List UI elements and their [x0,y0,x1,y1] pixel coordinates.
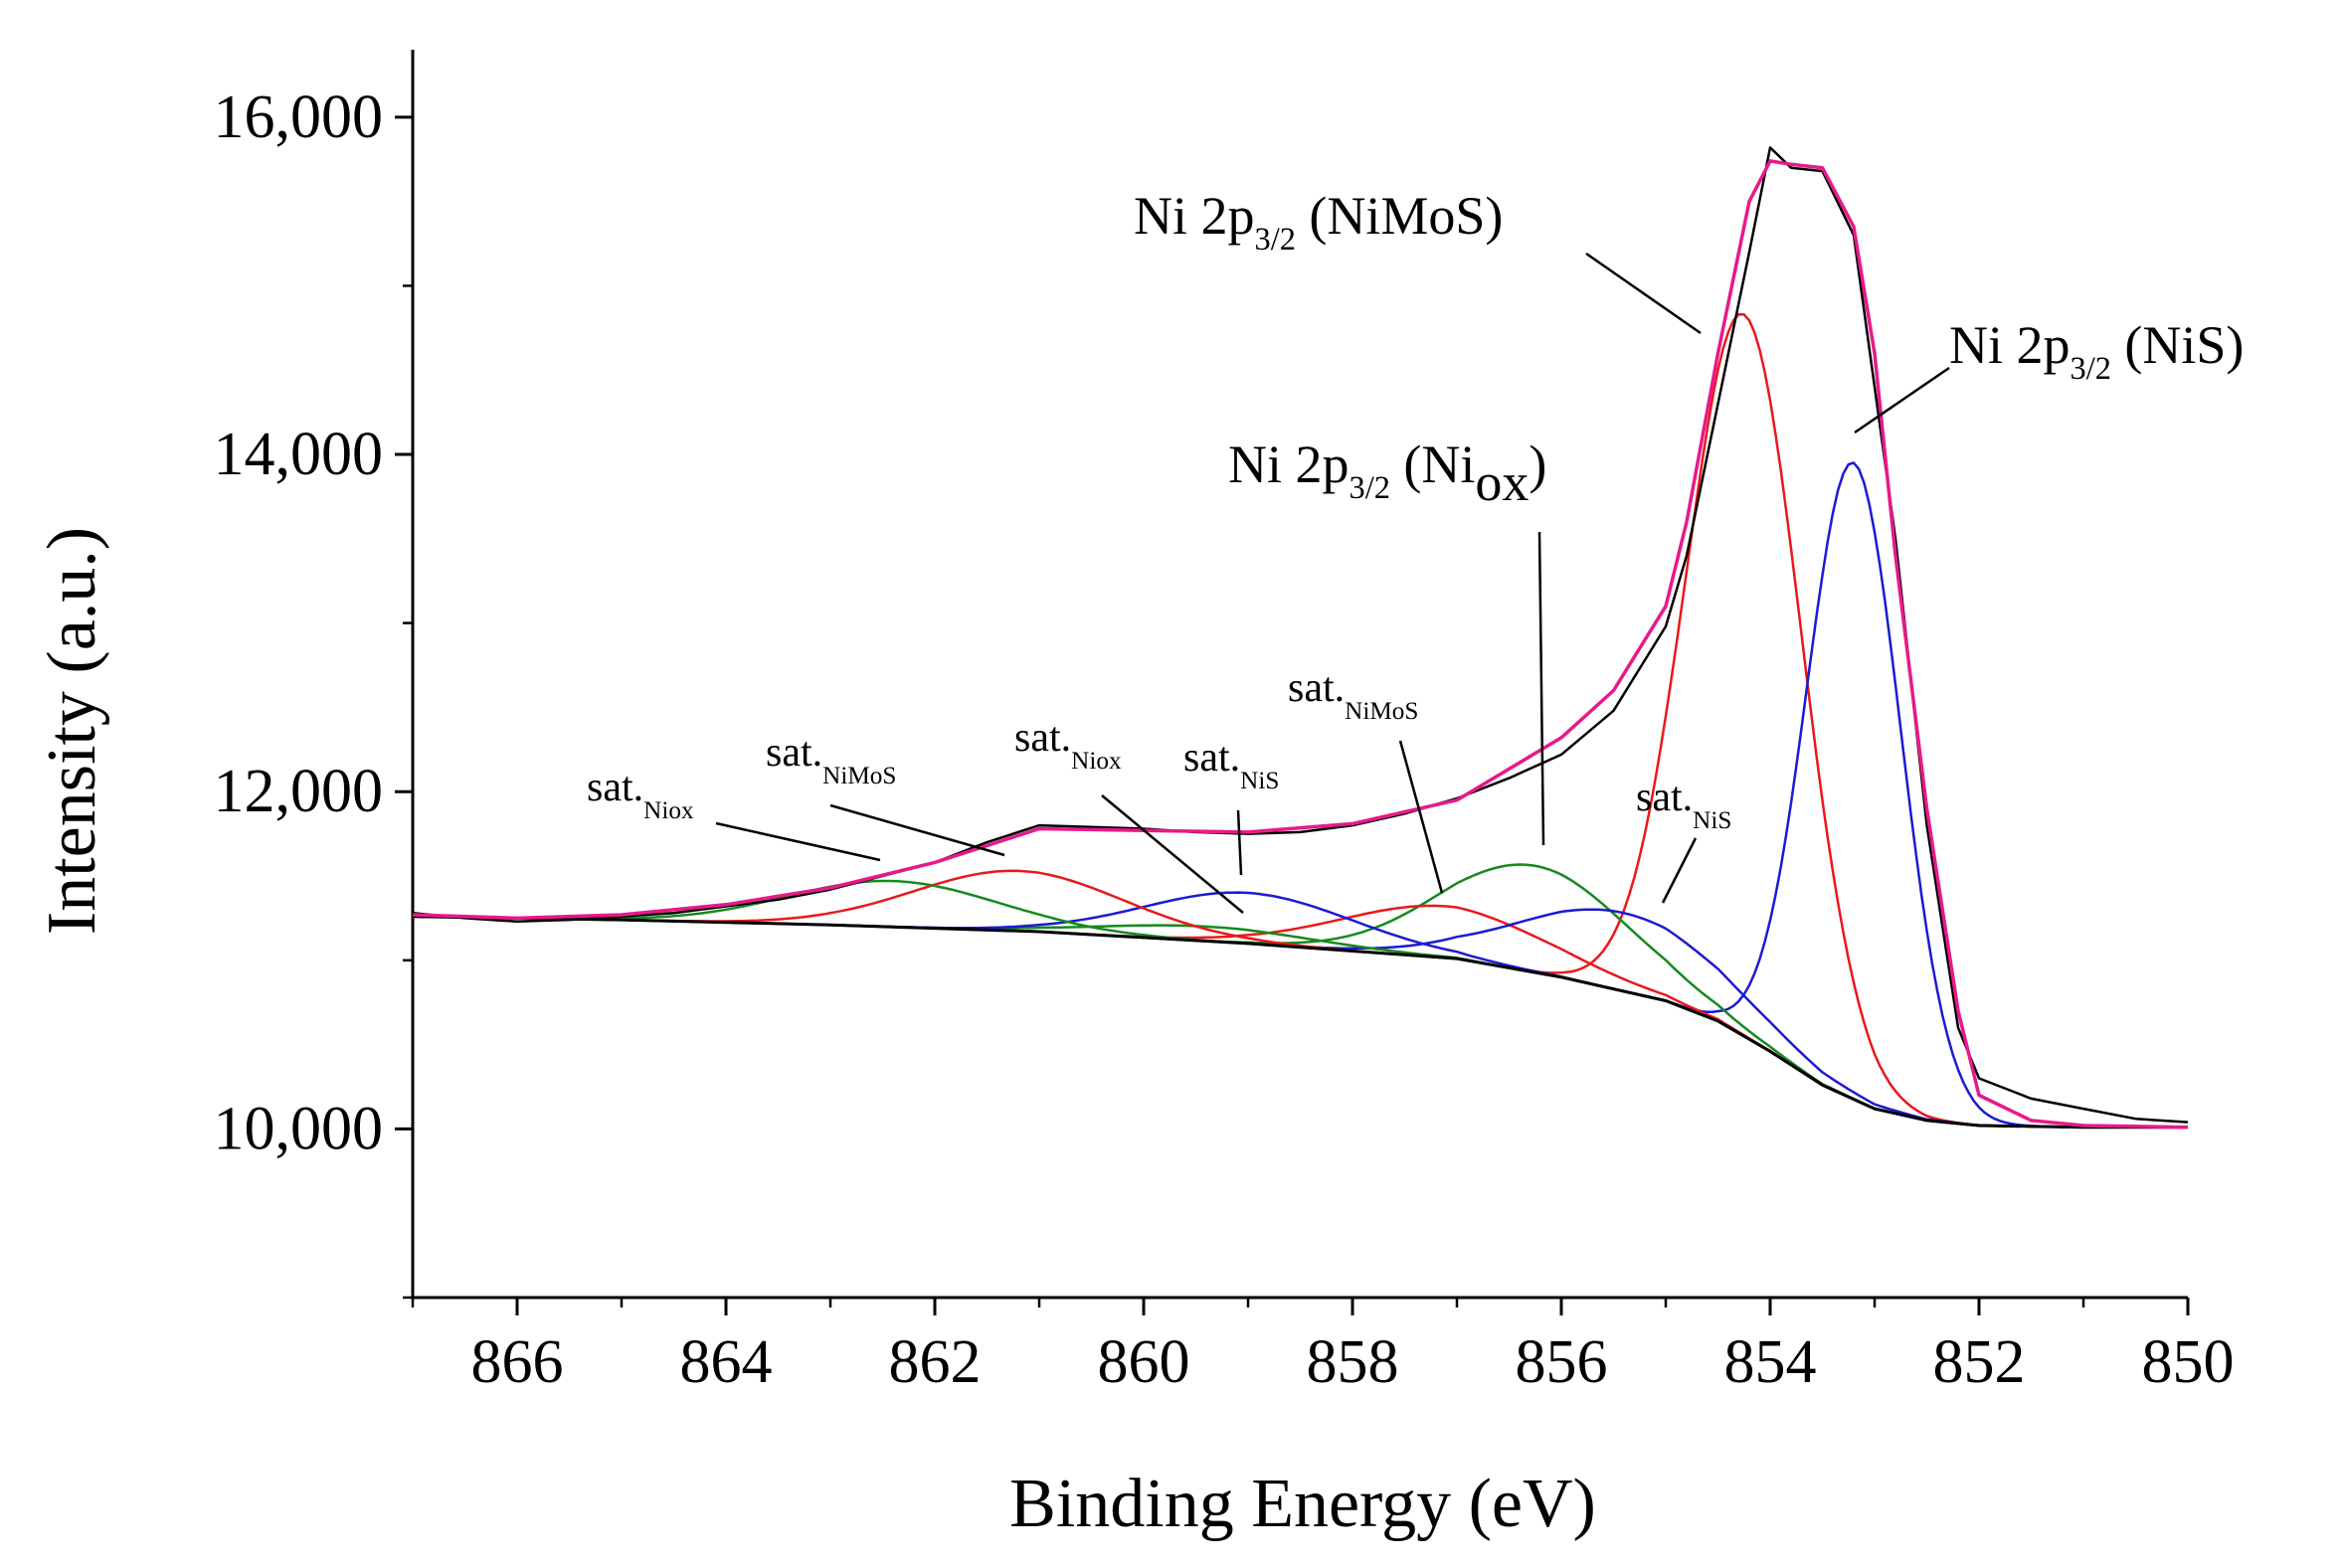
label-sat-nis-855: sat.NiS [1636,775,1731,834]
leader-sat-nis-855 [1661,837,1698,904]
component-peak-3 [412,904,2188,1129]
x-tick-label: 860 [1098,1328,1190,1396]
axes-layer: 866 864 862 860 858 856 854 852 850 10,000 12,000 1… [214,50,2235,1396]
leader-sat-nis-859 [1236,809,1243,876]
x-tick-label: 856 [1516,1328,1608,1396]
x-tick-label: 862 [889,1328,982,1396]
leader-lines [715,252,1950,914]
y-tick-label: 16,000 [214,84,384,151]
background-curve [412,915,2188,1130]
leader-sat-niox-862 [715,821,881,862]
label-nis: Ni 2p3/2 (NiS) [1949,315,2244,387]
envelope-curve [412,159,2189,1130]
component-peak-2 [412,863,2188,1129]
raw-data-curve [412,146,2189,1124]
curves-layer [412,146,2189,1130]
x-tick-label: 866 [471,1328,564,1396]
x-tick-label: 850 [2142,1328,2235,1396]
x-axis-title: Binding Energy (eV) [1009,1466,1596,1542]
x-tick-label: 864 [680,1328,773,1396]
x-tick-label: 858 [1307,1328,1399,1396]
y-tick-label: 12,000 [214,758,384,825]
label-sat-niox-862: sat.Niox [587,765,694,824]
x-tick-label: 854 [1724,1328,1817,1396]
leader-sat-nimos-861 [829,803,1005,857]
y-tick-label: 14,000 [214,421,384,488]
label-sat-nis-859: sat.NiS [1183,735,1279,794]
label-niox: Ni 2p3/2 (Niox) [1228,435,1546,512]
label-sat-nimos-857: sat.NiMoS [1288,665,1418,725]
leader-niox [1537,531,1545,846]
x-tick-label: 852 [1933,1328,2026,1396]
leader-nis [1854,366,1950,435]
leader-nimos [1585,252,1702,335]
y-axis-title: Intensity (a.u.) [34,527,110,935]
leader-sat-niox-859 [1101,794,1244,914]
label-nimos: Ni 2p3/2 (NiMoS) [1134,186,1503,258]
leader-sat-nimos-857 [1398,740,1444,894]
label-sat-nimos-861: sat.NiMoS [766,730,896,789]
y-tick-label: 10,000 [214,1095,384,1162]
component-peak-1 [412,461,2188,1129]
label-sat-niox-859: sat.Niox [1014,715,1122,775]
component-peak-8 [412,879,2188,1129]
